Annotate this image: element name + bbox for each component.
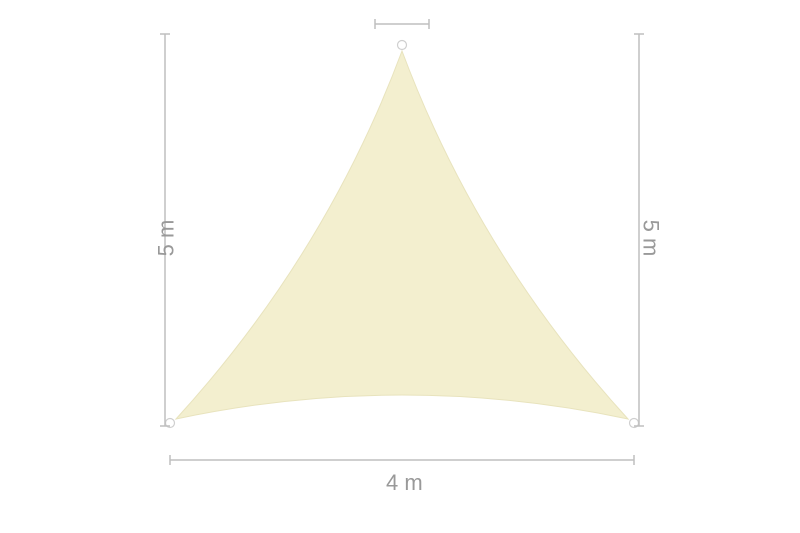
- triangle-sail: [176, 51, 628, 419]
- dimension-label-bottom: 4 m: [386, 470, 423, 496]
- dimension-label-left: 5 m: [153, 220, 179, 257]
- dimension-diagram: [0, 0, 800, 533]
- dimension-label-right: 5 m: [637, 220, 663, 257]
- sail-shape: [166, 41, 639, 428]
- d-ring-apex: [398, 41, 407, 50]
